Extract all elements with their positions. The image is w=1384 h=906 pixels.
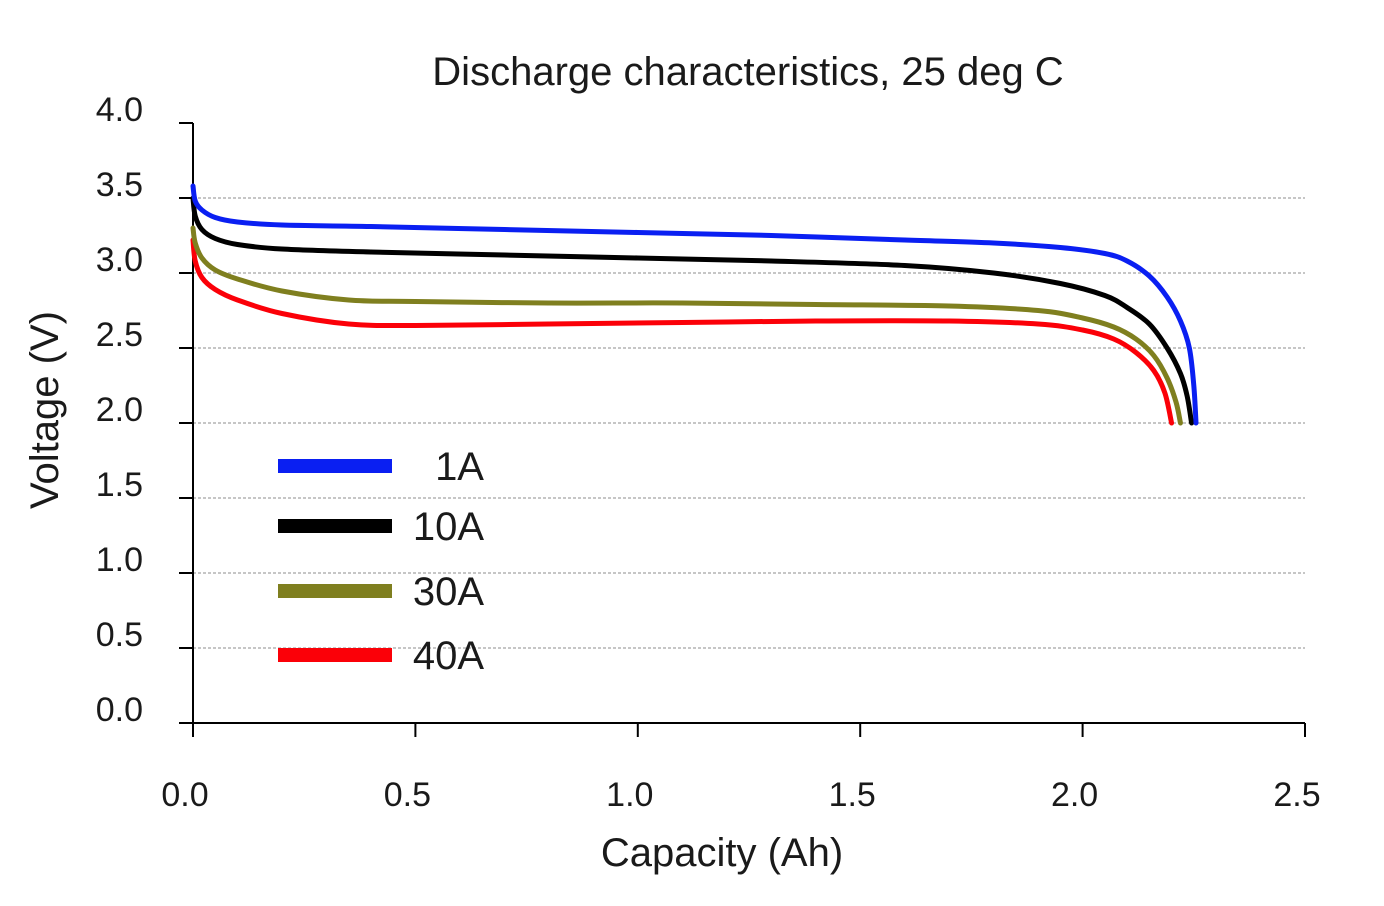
y-tick-label-2: 1.0 <box>96 541 143 579</box>
y-tick-label-3: 1.5 <box>96 466 143 504</box>
tick-labels: 0.0 0.5 1.0 1.5 2.0 2.5 3.0 3.5 4.0 0.0 0.5 1.0 1.5 2… <box>96 91 1321 814</box>
y-axis-label: Voltage (V) <box>23 311 67 509</box>
y-tick-label-4: 2.0 <box>96 391 143 429</box>
series-line-1a <box>190 183 1199 426</box>
x-tick-label-1: 0.5 <box>384 776 431 814</box>
series-line-40a <box>190 237 1175 426</box>
legend-label-30a: 30A <box>413 570 484 614</box>
chart-title: Discharge characteristics, 25 deg C <box>432 50 1063 94</box>
gridlines <box>193 197 1305 649</box>
y-tick-label-7: 3.5 <box>96 166 143 204</box>
x-tick-label-0: 0.0 <box>161 776 208 814</box>
y-tick-label-1: 0.5 <box>96 616 143 654</box>
x-tick-label-4: 2.0 <box>1051 776 1098 814</box>
x-tick-label-5: 2.5 <box>1273 776 1320 814</box>
legend: 1A 10A 30A 40A <box>278 445 484 678</box>
x-axis-label: Capacity (Ah) <box>601 831 843 875</box>
legend-label-10a: 10A <box>413 505 484 549</box>
y-tick-label-5: 2.5 <box>96 316 143 354</box>
x-tick-label-2: 1.0 <box>606 776 653 814</box>
y-tick-label-6: 3.0 <box>96 241 143 279</box>
y-tick-label-0: 0.0 <box>96 691 143 729</box>
series-line-10a <box>190 195 1195 426</box>
y-tick-label-8: 4.0 <box>96 91 143 129</box>
legend-label-40a: 40A <box>413 634 484 678</box>
series-line-30a <box>190 225 1183 426</box>
series-lines <box>190 183 1199 426</box>
legend-label-1a: 1A <box>435 445 484 489</box>
x-tick-label-3: 1.5 <box>829 776 876 814</box>
